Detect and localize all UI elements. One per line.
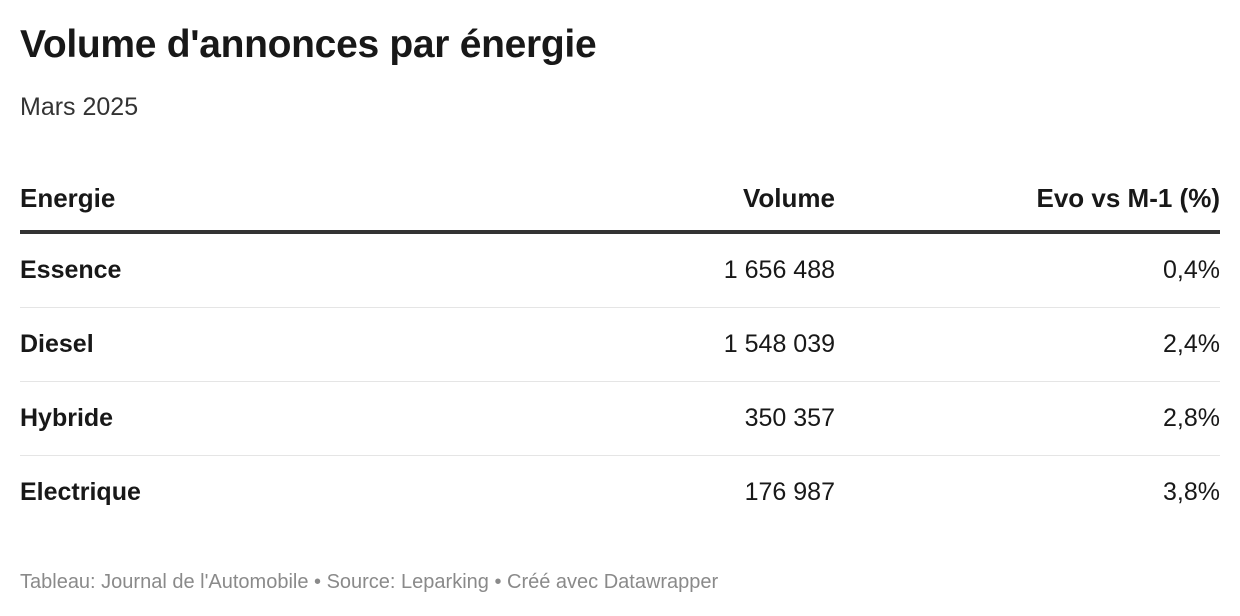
cell-energie: Hybride xyxy=(20,381,620,456)
table-row: Diesel 1 548 039 2,4% xyxy=(20,307,1220,382)
chart-title: Volume d'annonces par énergie xyxy=(20,23,597,66)
cell-energie: Electrique xyxy=(20,478,141,506)
cell-evo: 2,4% xyxy=(835,307,1220,382)
data-table: Energie Volume Evo vs M-1 (%) Essence 1 … xyxy=(20,166,1220,529)
cell-volume: 1 656 488 xyxy=(620,232,835,308)
chart-subtitle: Mars 2025 xyxy=(20,93,139,121)
cell-volume: 350 357 xyxy=(620,381,835,456)
table-row: Hybride 350 357 2,8% xyxy=(20,381,1220,456)
column-header-energie[interactable]: Energie xyxy=(20,166,620,234)
table-row: Electrique 176 987 3,8% xyxy=(20,456,1220,530)
column-header-evo[interactable]: Evo vs M-1 (%) xyxy=(835,166,1220,234)
cell-volume: 176 987 xyxy=(744,478,835,506)
column-header-volume[interactable]: Volume xyxy=(620,166,835,234)
cell-energie: Diesel xyxy=(20,307,620,382)
cell-energie: Essence xyxy=(20,232,620,308)
cell-evo: 2,8% xyxy=(835,381,1220,456)
cell-volume: 1 548 039 xyxy=(620,307,835,382)
chart-footer: Tableau: Journal de l'Automobile • Sourc… xyxy=(20,571,719,593)
table-header-row: Energie Volume Evo vs M-1 (%) xyxy=(20,166,1220,234)
cell-evo: 0,4% xyxy=(835,232,1220,308)
cell-evo: 3,8% xyxy=(1163,478,1220,506)
table-row: Essence 1 656 488 0,4% xyxy=(20,232,1220,308)
